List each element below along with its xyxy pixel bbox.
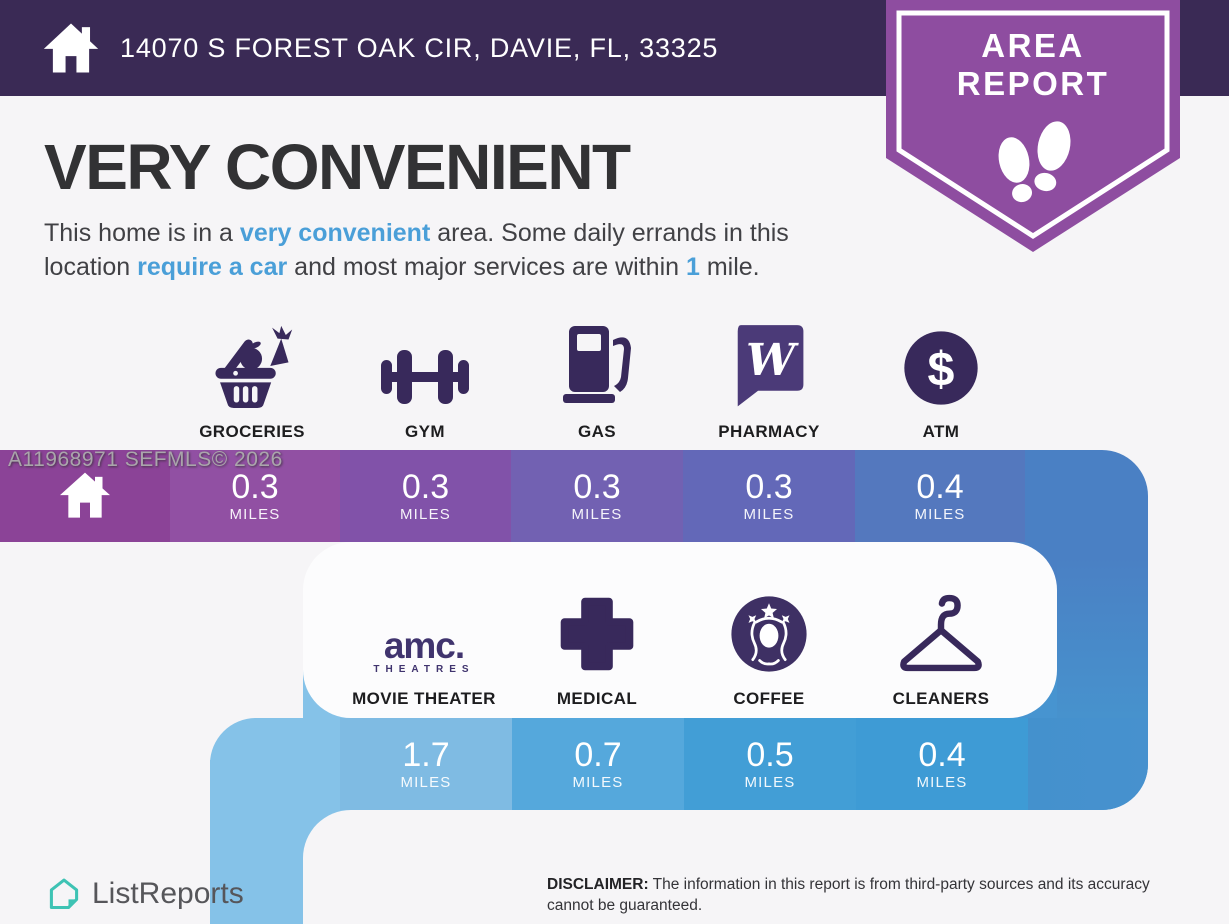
mls-watermark: A11968971 SEFMLS© 2026 [8,448,283,471]
category-label: GYM [405,422,445,441]
category-pharmacy: W PHARMACY [683,320,855,442]
badge-line1: AREA [981,27,1085,64]
highlight-very-convenient: very convenient [239,219,431,247]
dumbbell-icon [381,350,469,404]
category-atm: $ ATM [855,320,1027,442]
category-coffee: COFFEE [683,587,855,709]
walgreens-icon: W [737,325,804,407]
distance-segment: 0.3 MILES [170,450,340,542]
highlight-require-a-car: require a car [137,253,288,281]
home-icon [43,23,99,73]
notch-cover [303,810,443,924]
area-report-badge: AREA REPORT [886,0,1180,262]
amc-theatres-logo: amc. THEATRES [338,587,510,675]
listreports-wordmark: ListReports [92,877,244,910]
category-label: MOVIE THEATER [352,689,496,708]
category-label: GROCERIES [199,422,305,441]
amc-logo-text: amc. [383,625,465,666]
category-medical: MEDICAL [511,587,683,709]
disclaimer-text: DISCLAIMER: The information in this repo… [547,876,1150,914]
category-label: CLEANERS [892,689,990,708]
footprints-icon [998,121,1071,203]
badge-inner-border [896,10,1170,239]
distance-segment: 1.7 MILES [340,718,512,810]
distance-segment: 0.4 MILES [855,450,1025,542]
disclaimer-label: DISCLAIMER: [547,876,649,893]
category-groceries: GROCERIES [166,320,338,442]
amc-logo-subtext: THEATRES [373,664,475,675]
medical-cross-icon [560,597,634,671]
category-label: PHARMACY [718,422,820,441]
dollar-circle-icon: $ [904,331,978,405]
page-title: VERY CONVENIENT [44,131,631,203]
dollar-glyph: $ [928,343,955,397]
category-movie-theater: amc. THEATRES MOVIE THEATER [338,587,510,709]
home-segment [0,450,170,542]
category-label: GAS [577,422,617,441]
bar-corner-filler [210,718,340,810]
category-gym: GYM [339,320,511,442]
distance-segment: 0.4 MILES [856,718,1028,810]
bar-corner-filler [1025,450,1148,542]
badge-line2: REPORT [957,65,1110,102]
listreports-logo: ListReports [46,876,244,912]
category-label: COFFEE [733,689,805,708]
category-gas: GAS [511,320,683,442]
description-line2: location require a car and most major se… [44,253,760,281]
category-label: MEDICAL [556,689,638,708]
distance-bar-top: 0.3 MILES 0.3 MILES 0.3 MILES 0.3 MILES 0.4 M… [0,450,1148,542]
distance-segment: 0.3 MILES [340,450,511,542]
category-cleaners: CLEANERS [855,587,1027,709]
category-label: ATM [922,422,960,441]
home-icon [60,472,110,518]
property-address: 14070 S FOREST OAK CIR, DAVIE, FL, 33325 [120,33,719,63]
distance-segment: 0.5 MILES [684,718,856,810]
distance-segment: 0.3 MILES [511,450,683,542]
listreports-house-icon [49,878,79,910]
highlight-one: 1 [685,253,700,281]
distance-segment: 0.7 MILES [512,718,684,810]
bar-corner-filler [1028,718,1148,810]
gas-pump-icon [563,326,631,403]
grocery-basket-icon [215,325,293,408]
description-line1: This home is in a very convenient area. … [44,219,789,247]
walgreens-w-glyph: W [746,335,799,386]
starbucks-siren-logo [731,596,807,672]
description-text: This home is in a very convenient area. … [44,216,884,284]
row2-panel: amc. THEATRES MOVIE THEATER MEDICAL [303,542,1057,718]
hanger-icon [900,594,982,672]
distance-bar-bottom: 1.7 MILES 0.7 MILES 0.5 MILES 0.4 MILES [210,718,1148,810]
distance-segment: 0.3 MILES [683,450,855,542]
